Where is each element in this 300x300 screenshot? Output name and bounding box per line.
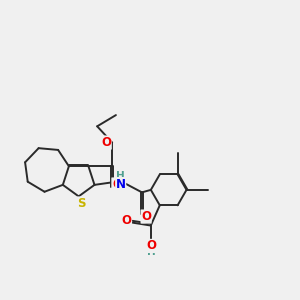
Text: O: O — [146, 239, 156, 252]
Text: O: O — [122, 214, 131, 227]
Text: O: O — [101, 136, 111, 149]
Text: N: N — [116, 178, 126, 190]
Text: O: O — [141, 210, 151, 223]
Text: O: O — [112, 178, 122, 191]
Text: H: H — [147, 247, 155, 257]
Text: S: S — [77, 197, 86, 210]
Text: H: H — [116, 171, 125, 182]
